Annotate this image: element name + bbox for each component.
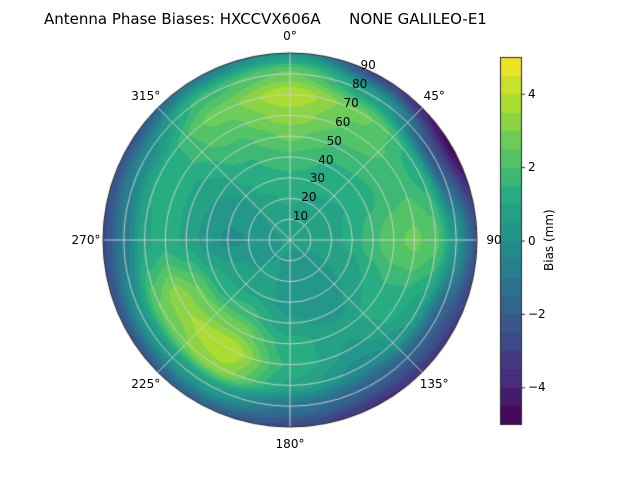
radial-tick-label: 70 xyxy=(343,95,359,110)
colorbar-tick-label: 4 xyxy=(528,86,536,101)
colorbar-tick-label: −4 xyxy=(528,380,546,395)
colorbar-tick-label: 2 xyxy=(528,160,536,175)
colorbar-axis-label: Bias (mm) xyxy=(542,209,556,272)
radial-tick-label: 80 xyxy=(352,76,368,91)
azimuth-tick-label: 225° xyxy=(131,377,161,392)
azimuth-tick-label: 45° xyxy=(423,88,445,103)
radial-tick-label: 50 xyxy=(326,133,342,148)
colorbar-tick-label: −2 xyxy=(528,306,546,321)
chart-title: Antenna Phase Biases: HXCCVX606A NONE GA… xyxy=(44,10,487,28)
radial-tick-label: 40 xyxy=(318,152,334,167)
colorbar-tick-label: 0 xyxy=(528,233,536,248)
radial-tick-label: 30 xyxy=(309,171,326,186)
radial-tick-label: 60 xyxy=(335,114,351,129)
azimuth-tick-label: 135° xyxy=(419,377,449,392)
azimuth-tick-label: 0° xyxy=(283,29,297,43)
azimuth-tick-label: 90 xyxy=(486,233,502,247)
azimuth-tick-label: 180° xyxy=(275,437,305,451)
radial-tick-label: 10 xyxy=(292,209,309,224)
radial-tick-label: 20 xyxy=(301,190,317,205)
radial-tick-label: 90 xyxy=(360,57,376,72)
azimuth-tick-label: 315° xyxy=(131,88,161,103)
azimuth-tick-label: 270° xyxy=(71,233,101,247)
